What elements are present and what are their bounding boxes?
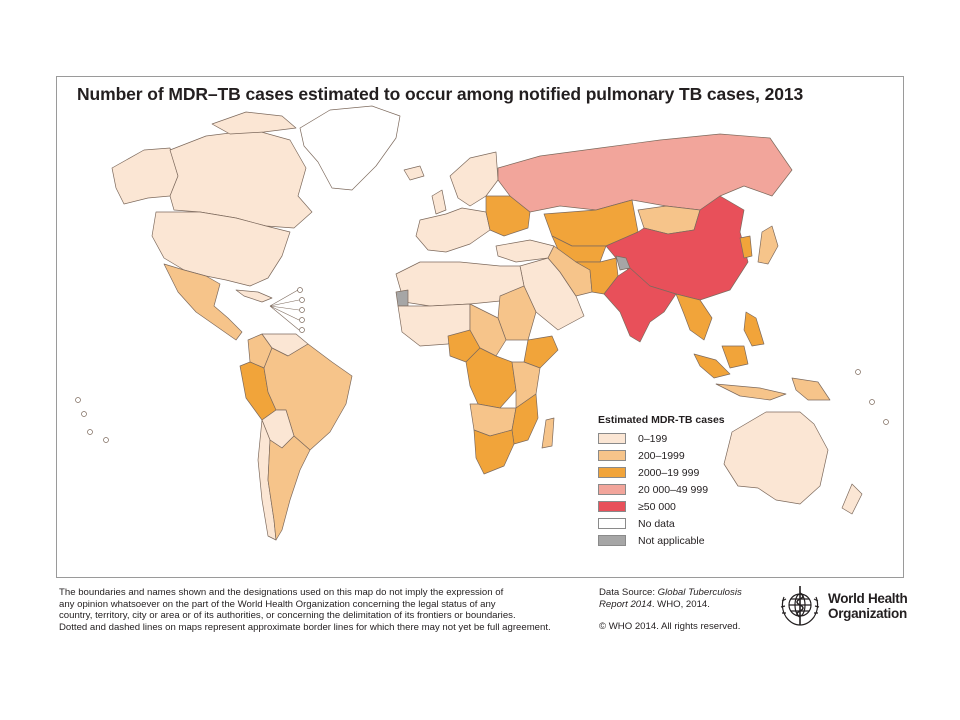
callout-line bbox=[269, 289, 299, 307]
who-logo: World Health Organization bbox=[776, 583, 911, 629]
region-korea bbox=[739, 235, 753, 259]
region-greenland bbox=[299, 105, 401, 191]
region-australia bbox=[723, 411, 829, 505]
region-borneo bbox=[721, 345, 749, 369]
legend-item: 200–1999 bbox=[598, 448, 778, 463]
region-japan bbox=[757, 225, 779, 265]
who-name-line: Organization bbox=[828, 606, 907, 621]
who-emblem-icon bbox=[780, 586, 820, 626]
region-western-sahara bbox=[395, 289, 409, 307]
region-iceland bbox=[403, 165, 425, 181]
legend-item: 0–199 bbox=[598, 431, 778, 446]
legend-swatch bbox=[598, 450, 626, 461]
region-russia bbox=[497, 133, 793, 213]
region-indonesia bbox=[693, 353, 731, 379]
region-madagascar bbox=[541, 417, 555, 449]
region-caribbean bbox=[235, 289, 273, 303]
legend-title: Estimated MDR-TB cases bbox=[598, 414, 725, 426]
copyright-text: © WHO 2014. All rights reserved. bbox=[599, 621, 741, 632]
callout-line bbox=[269, 305, 300, 321]
island-marker bbox=[855, 369, 861, 375]
island-marker bbox=[299, 307, 305, 313]
island-marker bbox=[75, 397, 81, 403]
who-name-line: World Health bbox=[828, 591, 908, 606]
region-argentina bbox=[267, 435, 311, 541]
region-ethiopia bbox=[523, 335, 559, 369]
island-marker bbox=[869, 399, 875, 405]
callout-line bbox=[269, 299, 300, 307]
legend-label: 0–199 bbox=[638, 432, 668, 445]
region-se-asia bbox=[675, 293, 713, 341]
data-source: Data Source: Global Tuberculosis Report … bbox=[599, 587, 769, 610]
legend-item: No data bbox=[598, 516, 778, 531]
region-alaska bbox=[111, 147, 179, 205]
legend-item: ≥50 000 bbox=[598, 499, 778, 514]
legend-swatch bbox=[598, 501, 626, 512]
disclaimer-line: The boundaries and names shown and the d… bbox=[59, 587, 504, 598]
legend-label: 2000–19 999 bbox=[638, 466, 700, 479]
legend-label: 20 000–49 999 bbox=[638, 483, 709, 496]
region-canada bbox=[169, 129, 313, 229]
disclaimer-text: The boundaries and names shown and the d… bbox=[59, 587, 589, 633]
region-usa bbox=[151, 211, 291, 287]
island-marker bbox=[883, 419, 889, 425]
data-source-prefix: Data Source: bbox=[599, 587, 658, 598]
island-marker bbox=[299, 327, 305, 333]
legend-swatch bbox=[598, 535, 626, 546]
island-marker bbox=[299, 317, 305, 323]
island-marker bbox=[81, 411, 87, 417]
region-india bbox=[603, 267, 677, 343]
region-uk bbox=[431, 189, 447, 215]
island-marker bbox=[87, 429, 93, 435]
disclaimer-line: any opinion whatsoever on the part of th… bbox=[59, 598, 496, 610]
region-arctic-islands bbox=[211, 111, 297, 135]
legend-item: 2000–19 999 bbox=[598, 465, 778, 480]
island-marker bbox=[299, 297, 305, 303]
region-scandinavia bbox=[449, 151, 499, 207]
region-new-zealand bbox=[841, 483, 863, 515]
disclaimer-line: Dotted and dashed lines on maps represen… bbox=[59, 621, 551, 633]
data-source-title: Global Tuberculosis Report 2014 bbox=[599, 587, 742, 610]
island-marker bbox=[103, 437, 109, 443]
region-western-europe bbox=[415, 207, 491, 253]
region-png bbox=[791, 377, 831, 401]
callout-line bbox=[269, 305, 300, 331]
callout-line bbox=[269, 305, 300, 311]
region-philippines bbox=[743, 311, 765, 347]
legend-swatch bbox=[598, 484, 626, 495]
legend-item: 20 000–49 999 bbox=[598, 482, 778, 497]
legend-swatch bbox=[598, 467, 626, 478]
data-source-suffix: . WHO, 2014. bbox=[651, 598, 710, 610]
legend-swatch bbox=[598, 433, 626, 444]
legend-label: ≥50 000 bbox=[638, 500, 676, 513]
legend-swatch bbox=[598, 518, 626, 529]
region-mexico bbox=[163, 263, 243, 341]
disclaimer-line: country, territory, city or area or of i… bbox=[59, 610, 516, 622]
region-drc bbox=[465, 347, 517, 409]
legend-label: Not applicable bbox=[638, 534, 705, 547]
legend-item: Not applicable bbox=[598, 533, 778, 548]
legend-label: No data bbox=[638, 517, 675, 530]
island-marker bbox=[297, 287, 303, 293]
map-title: Number of MDR–TB cases estimated to occu… bbox=[77, 84, 804, 104]
region-java bbox=[715, 383, 787, 401]
who-name: World Health Organization bbox=[828, 591, 908, 621]
legend-label: 200–1999 bbox=[638, 449, 685, 462]
map-legend: Estimated MDR-TB cases 0–199 200–1999 20… bbox=[598, 414, 778, 550]
region-south-africa bbox=[473, 429, 515, 475]
